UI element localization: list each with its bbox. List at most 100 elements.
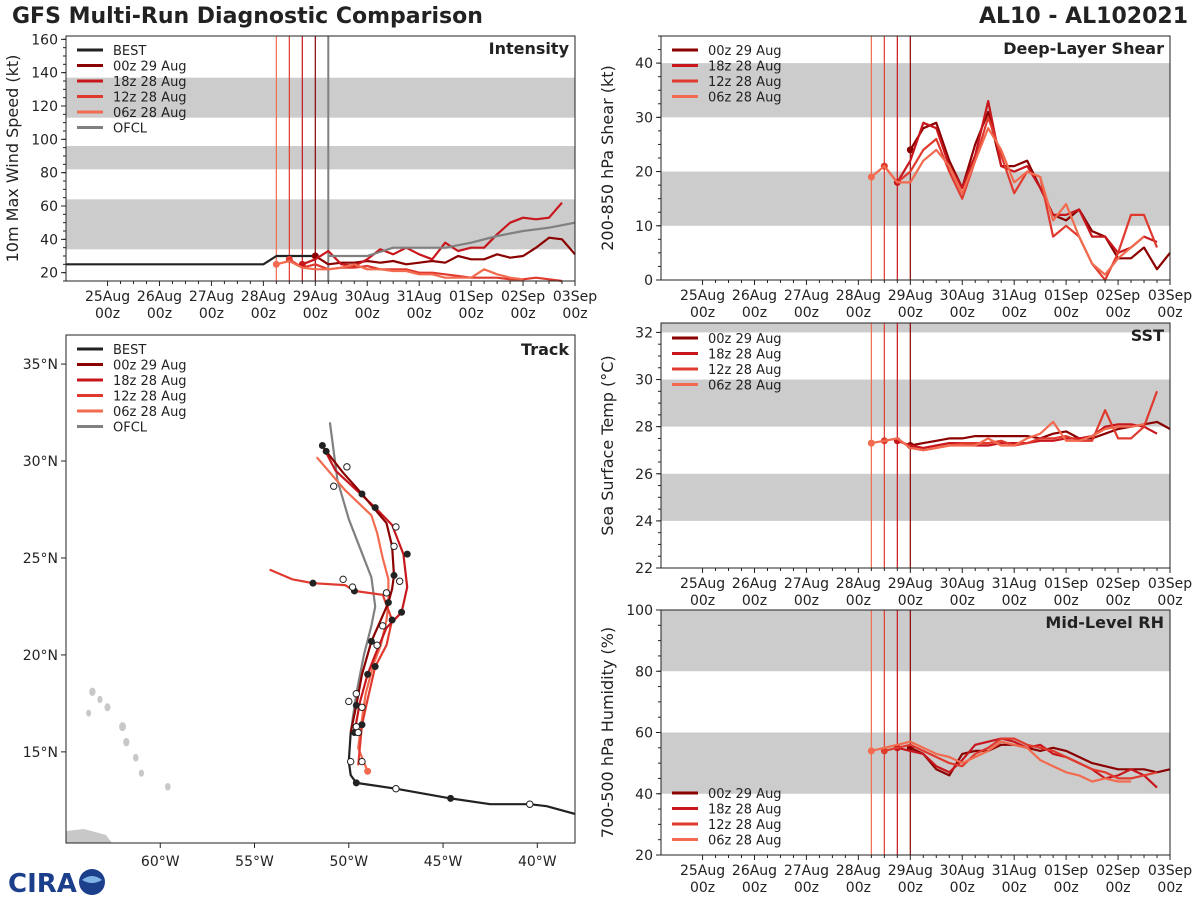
intensity-legend-label-00z-29-aug: 00z 29 Aug (113, 60, 187, 75)
shear-xtick-label: 26Aug (732, 288, 777, 304)
track-position-dot (398, 608, 406, 616)
rh-xtick-label: 29Aug (888, 863, 933, 879)
track-island (138, 769, 145, 777)
sst-xtick-hour: 00z (846, 593, 871, 609)
shear-xtick-label: 27Aug (784, 288, 829, 304)
rh-xtick-hour: 00z (1054, 880, 1079, 896)
rh-ytick-label: 40 (635, 787, 653, 803)
shear-legend-label-18z-28-aug: 18z 28 Aug (708, 60, 782, 75)
track-position-dot (388, 616, 396, 624)
track-legend-label-06z-28-aug: 06z 28 Aug (113, 405, 187, 420)
sst-series-06z-28-aug (871, 420, 1145, 452)
track-island (104, 703, 111, 712)
rh-xtick-hour: 00z (1002, 880, 1027, 896)
intensity-legend-label-12z-28-aug: 12z 28 Aug (113, 91, 187, 106)
track-series-ofcl (328, 422, 377, 733)
sst-xtick-hour: 00z (742, 593, 767, 609)
track-position-dot (367, 637, 375, 645)
track-open-marker (352, 690, 361, 698)
track-ytick-label: 30°N (23, 454, 58, 470)
rh-xtick-hour: 00z (690, 880, 715, 896)
intensity-xtick-hour: 00z (251, 306, 276, 322)
sst-band-1 (661, 379, 1170, 427)
shear-start-point-06z-28-aug (867, 173, 875, 181)
track-island (97, 695, 103, 704)
sst-ytick-label: 24 (635, 514, 653, 530)
intensity-xtick-label: 01Sep (449, 289, 493, 305)
track-island (132, 753, 139, 762)
intensity-xtick-label: 26Aug (137, 289, 182, 305)
sst-band-0 (661, 473, 1170, 521)
track-panel: 60°W 55°W 50°W 45°W 40°W 15°N 20°N 25°N 30°N 35°N… (23, 334, 576, 870)
shear-series-06z-28-aug (870, 127, 1145, 276)
track-open-marker (379, 622, 387, 630)
shear-title: Deep-Layer Shear (1003, 39, 1164, 58)
rh-xtick-label: 26Aug (732, 863, 777, 879)
rh-xtick-label: 28Aug (836, 863, 881, 879)
intensity-ytick-label: 160 (31, 32, 58, 48)
track-position-dot (318, 442, 326, 450)
rh-xtick-label: 27Aug (784, 863, 829, 879)
sst-xtick-label: 30Aug (940, 576, 985, 592)
track-legend-label-12z-28-aug: 12z 28 Aug (113, 390, 187, 405)
rh-title: Mid-Level RH (1045, 613, 1164, 632)
cira-logo: CIRA (8, 869, 105, 898)
intensity-band-1 (66, 146, 575, 170)
track-xtick-label: 40°W (518, 854, 557, 870)
shear-xtick-label: 03Sep (1148, 288, 1192, 304)
track-xtick-label: 60°W (141, 854, 180, 870)
rh-legend-label-06z-28-aug: 06z 28 Aug (708, 834, 782, 849)
track-open-marker (329, 482, 338, 490)
intensity-series-00z-29-aug (314, 236, 576, 266)
intensity-legend-label-best: BEST (113, 44, 146, 59)
sst-legend-label-18z-28-aug: 18z 28 Aug (708, 348, 782, 363)
intensity-xtick-label: 28Aug (241, 289, 286, 305)
sst-legend-label-12z-28-aug: 12z 28 Aug (708, 363, 782, 378)
sst-xtick-hour: 00z (950, 593, 975, 609)
intensity-legend-label-06z-28-aug: 06z 28 Aug (113, 106, 187, 121)
track-title: Track (521, 340, 569, 359)
track-open-marker (373, 641, 381, 649)
track-position-dot (371, 504, 379, 512)
shear-xtick-label: 02Sep (1096, 288, 1140, 304)
track-position-dot (352, 779, 360, 787)
shear-xtick-hour: 00z (690, 305, 715, 321)
sst-xtick-label: 27Aug (784, 576, 829, 592)
shear-xtick-label: 28Aug (836, 288, 881, 304)
rh-ytick-label: 60 (635, 726, 653, 742)
track-coastline (66, 829, 112, 843)
rh-xtick-label: 25Aug (680, 863, 725, 879)
storm-id: AL10 - AL102021 (979, 4, 1188, 29)
track-position-dot (309, 579, 317, 587)
intensity-band-2 (66, 77, 575, 118)
shear-ylabel: 200-850 hPa Shear (kt) (598, 65, 617, 251)
shear-panel: 01020304025Aug00z26Aug00z27Aug00z28Aug00… (598, 35, 1192, 321)
shear-legend-label-12z-28-aug: 12z 28 Aug (708, 75, 782, 90)
shear-xtick-hour: 00z (1054, 305, 1079, 321)
shear-ytick-label: 30 (635, 110, 653, 126)
sst-legend-label-06z-28-aug: 06z 28 Aug (708, 379, 782, 394)
sst-xtick-hour: 00z (1157, 593, 1182, 609)
track-open-marker (358, 703, 366, 711)
sst-xtick-hour: 00z (1105, 593, 1130, 609)
track-frame (65, 334, 576, 844)
track-position-dot (364, 767, 372, 775)
intensity-legend-label-18z-28-aug: 18z 28 Aug (113, 75, 187, 90)
rh-ytick-label: 20 (635, 848, 653, 864)
shear-xtick-hour: 00z (742, 305, 767, 321)
track-position-dot (371, 663, 379, 671)
rh-xtick-hour: 00z (794, 880, 819, 896)
sst-ytick-label: 26 (635, 467, 653, 483)
intensity-ytick-label: 140 (31, 66, 58, 82)
shear-ytick-label: 0 (644, 273, 653, 289)
track-xtick-label: 55°W (235, 854, 274, 870)
track-position-dot (358, 721, 366, 729)
track-position-dot (390, 571, 398, 579)
intensity-xtick-label: 02Sep (501, 289, 545, 305)
track-open-marker (339, 575, 347, 584)
intensity-xtick-hour: 00z (95, 306, 120, 322)
track-xtick-label: 45°W (424, 854, 463, 870)
sst-title: SST (1131, 326, 1164, 345)
rh-band-1 (661, 610, 1170, 672)
shear-ytick-label: 20 (635, 165, 653, 181)
